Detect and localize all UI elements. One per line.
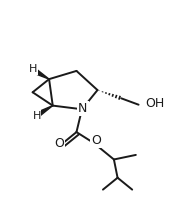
Text: H: H (33, 111, 41, 121)
Polygon shape (35, 70, 49, 79)
Text: O: O (91, 134, 101, 147)
Text: N: N (78, 102, 88, 115)
Text: O: O (54, 137, 64, 150)
Text: OH: OH (146, 97, 165, 110)
Polygon shape (38, 106, 53, 116)
Text: H: H (29, 65, 37, 74)
